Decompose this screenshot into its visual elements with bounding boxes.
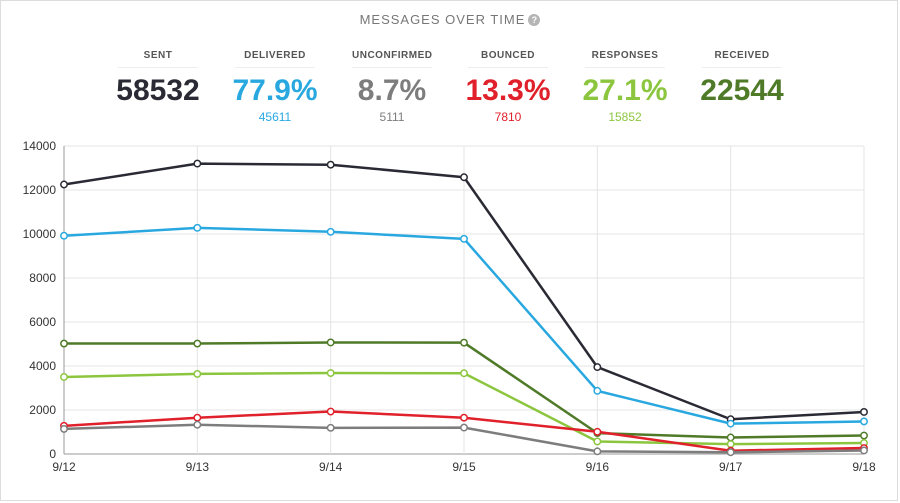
chart-title: MESSAGES OVER TIME? — [0, 12, 900, 27]
data-point-received — [193, 339, 202, 348]
data-point-delivered — [460, 234, 468, 243]
data-point-responses — [193, 369, 202, 378]
data-point-unconfirmed — [726, 448, 735, 457]
data-point-received — [326, 338, 335, 347]
stat-label: RECEIVED — [702, 50, 782, 68]
x-tick-label: 9/16 — [586, 460, 610, 474]
data-point-received — [60, 339, 68, 348]
stat-label: DELIVERED — [235, 50, 315, 68]
data-point-sent — [460, 173, 468, 182]
data-point-responses — [460, 369, 468, 378]
data-point-received — [860, 431, 868, 440]
data-point-received — [460, 338, 468, 347]
data-point-responses — [326, 369, 335, 377]
y-tick-label: 2000 — [29, 403, 56, 417]
data-point-sent — [593, 363, 602, 372]
stat-sub: 5111 — [379, 110, 405, 124]
data-point-unconfirmed — [593, 447, 602, 456]
x-tick-label: 9/15 — [452, 460, 476, 474]
data-point-bounced — [593, 427, 602, 436]
stat-sub: 45611 — [258, 110, 292, 124]
x-tick-label: 9/13 — [186, 460, 210, 474]
data-point-delivered — [193, 223, 202, 232]
stat-value: 27.1% — [582, 74, 668, 107]
data-point-unconfirmed — [193, 420, 202, 429]
data-point-delivered — [726, 419, 735, 428]
stat-delivered: DELIVERED 77.9% 45611 — [225, 50, 325, 124]
data-point-responses — [60, 373, 68, 381]
data-point-sent — [326, 160, 335, 169]
data-point-sent — [860, 408, 868, 416]
chart-title-text: MESSAGES OVER TIME — [359, 12, 526, 27]
stat-sub: 7810 — [494, 110, 522, 124]
stat-label: SENT — [118, 50, 198, 68]
data-point-responses — [593, 437, 602, 446]
x-tick-label: 9/17 — [719, 460, 743, 474]
stat-value: 13.3% — [465, 74, 551, 107]
stat-label: UNCONFIRMED — [352, 50, 432, 68]
data-point-delivered — [60, 231, 68, 240]
data-point-bounced — [460, 413, 468, 422]
stat-responses: RESPONSES 27.1% 15852 — [575, 50, 675, 124]
data-point-delivered — [593, 386, 602, 395]
stat-sub: 15852 — [608, 110, 642, 124]
y-tick-label: 12000 — [23, 183, 57, 197]
data-point-unconfirmed — [60, 424, 68, 433]
data-point-bounced — [326, 407, 335, 416]
y-tick-label: 10000 — [23, 227, 57, 241]
y-tick-label: 0 — [49, 447, 56, 461]
stat-value: 8.7% — [357, 74, 427, 107]
help-icon[interactable]: ? — [528, 14, 541, 26]
data-point-delivered — [860, 417, 868, 426]
data-point-responses — [726, 440, 735, 449]
y-tick-label: 8000 — [29, 271, 56, 285]
y-tick-label: 6000 — [29, 315, 56, 329]
stat-value: 22544 — [700, 74, 784, 107]
stat-value: 58532 — [116, 74, 200, 107]
stat-sent: SENT 58532 — [108, 50, 208, 110]
x-tick-label: 9/12 — [52, 460, 76, 474]
data-point-sent — [60, 180, 68, 189]
stat-unconfirmed: UNCONFIRMED 8.7% 5111 — [342, 50, 442, 124]
data-point-sent — [193, 159, 202, 168]
x-tick-label: 9/14 — [319, 460, 343, 474]
data-point-received — [726, 433, 735, 442]
x-tick-label: 9/18 — [852, 460, 876, 474]
data-point-delivered — [326, 227, 335, 236]
data-point-unconfirmed — [326, 423, 335, 432]
y-tick-label: 14000 — [23, 139, 57, 153]
data-point-unconfirmed — [860, 446, 868, 455]
stat-label: BOUNCED — [468, 50, 548, 68]
stat-bounced: BOUNCED 13.3% 7810 — [458, 50, 558, 124]
stat-received: RECEIVED 22544 — [692, 50, 792, 110]
data-point-bounced — [193, 413, 202, 422]
y-tick-label: 4000 — [29, 359, 56, 373]
stat-value: 77.9% — [232, 74, 318, 107]
data-point-unconfirmed — [460, 423, 468, 432]
stat-label: RESPONSES — [585, 50, 665, 68]
